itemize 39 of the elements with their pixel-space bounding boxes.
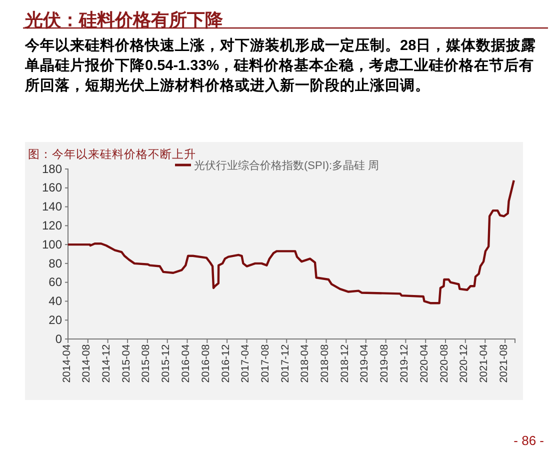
x-tick-label: 2016-08 [200, 344, 212, 383]
x-tick-label: 2016-12 [220, 344, 232, 383]
text: - 86 - [514, 433, 544, 448]
x-tick-label: 2020-12 [458, 344, 470, 383]
x-tick-label: 2019-12 [398, 344, 410, 383]
y-tick-label: 60 [48, 275, 62, 290]
y-tick-label: 180 [42, 162, 62, 176]
x-tick-label: 2014-12 [100, 344, 113, 383]
chart-title: 光伏：硅料价格有所下降 [24, 10, 224, 30]
x-tick-label: 2020-08 [438, 344, 450, 383]
y-tick-label: 0 [55, 332, 62, 346]
x-tick-label: 2015-08 [140, 344, 152, 383]
x-tick-label: 2018-12 [338, 344, 351, 383]
x-tick-label: 2017-12 [279, 344, 292, 383]
x-tick-label: 2020-04 [418, 344, 430, 383]
x-tick-label: 2015-12 [160, 344, 172, 383]
legend-label: 光伏行业综合价格指数(SPI):多晶硅 周 [194, 159, 380, 172]
x-tick-label: 2019-08 [378, 344, 391, 383]
x-tick-label: 2019-04 [358, 344, 371, 383]
x-tick-label: 2014-08 [80, 344, 93, 383]
x-tick-label: 2014-04 [60, 344, 73, 383]
x-tick-label: 2018-08 [319, 344, 331, 383]
y-tick-label: 80 [48, 256, 62, 270]
x-tick-label: 2016-04 [180, 344, 192, 383]
x-tick-label: 2021-04 [478, 344, 490, 383]
x-tick-label: 2017-08 [259, 344, 272, 383]
y-tick-label: 140 [42, 200, 62, 214]
y-tick-label: 160 [42, 180, 62, 195]
y-tick-label: 40 [48, 294, 62, 308]
y-tick-label: 20 [48, 312, 62, 327]
y-tick-label: 100 [42, 237, 62, 252]
x-tick-label: 2018-04 [299, 344, 312, 383]
chart-subtitle: 今年以来硅料价格快速上涨，对下游装机形成一定压制。28日，媒体数据披露单晶硅片报价下降0.54-1.33%，硅料价格基本企稳，考虑工业硅价格在节后有所回落，短期光伏上游材料价格或进入新一阶段的止涨回调。 [24, 36, 536, 94]
line-series [66, 179, 515, 304]
x-tick-label: 2017-04 [240, 344, 252, 383]
text: 图：今年以来硅料价格不断上升 [28, 148, 196, 161]
x-tick-label: 2015-04 [120, 344, 132, 383]
x-tick-label: 2021-08 [498, 344, 510, 383]
y-tick-label: 120 [42, 218, 62, 233]
